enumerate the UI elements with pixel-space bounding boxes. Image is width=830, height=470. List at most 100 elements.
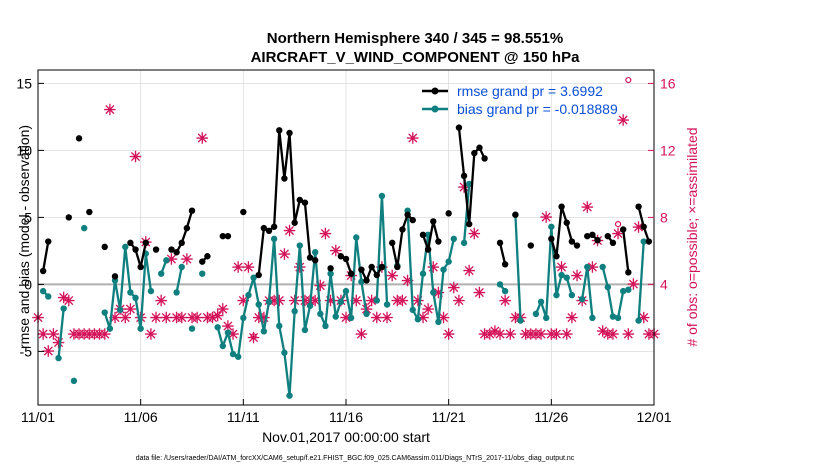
obs-assimilated-marker: ✳: [371, 310, 384, 327]
bias-point: [291, 308, 298, 315]
bias-point: [445, 258, 452, 265]
obs-assimilated-marker: ✳: [406, 131, 419, 148]
bias-point: [235, 353, 242, 360]
rmse-point: [358, 266, 365, 273]
rmse-point: [342, 255, 350, 263]
bias-point: [60, 305, 67, 312]
bias-point: [250, 274, 257, 281]
rmse-point: [455, 124, 463, 131]
bias-point: [450, 235, 457, 243]
x-tick-label: 11/16: [329, 409, 363, 425]
ticks: -5 0 5 10 15 11/01 11/06 11/11 11/16 11/21 11/26 12…: [16, 75, 675, 425]
rmse-point: [45, 238, 52, 245]
obs-assimilated-marker: ✳: [463, 263, 476, 280]
rmse-point: [306, 254, 314, 261]
obs-assimilated-marker: ✳: [519, 327, 532, 344]
bias-point: [312, 249, 319, 256]
rmse-line-segment: [129, 242, 147, 269]
bias-point: [296, 242, 303, 249]
rmse-point: [563, 219, 570, 226]
rmse-point: [337, 253, 345, 260]
rmse-point: [111, 273, 119, 280]
rmse-point: [127, 239, 134, 247]
bias-point: [568, 291, 576, 299]
obs-assimilated-marker: ✳: [52, 335, 65, 352]
bias-point: [460, 239, 468, 247]
rmse-point: [409, 216, 416, 224]
rmse-point: [204, 253, 211, 260]
rmse-line-segment: [421, 220, 440, 251]
x-axis-label: Nov.01,2017 00:00:00 start: [262, 429, 430, 445]
obs-assimilated-marker: ✳: [483, 327, 496, 344]
obs-assimilated-marker: ✳: [196, 131, 209, 148]
obs-assimilated-marker: ✳: [63, 293, 76, 310]
obs-assimilated-marker: ✳: [494, 327, 507, 344]
obs-assimilated-marker: ✳: [566, 310, 579, 327]
rmse-point: [394, 263, 401, 271]
bias-line-segment: [57, 308, 65, 359]
obs-assimilated-marker: ✳: [530, 327, 543, 344]
bias-point: [517, 317, 524, 324]
bias-point: [286, 392, 293, 399]
rmse-point: [620, 226, 627, 233]
bias-point: [229, 350, 237, 358]
chart-subtitle: AIRCRAFT_V_WIND_COMPONENT @ 150 hPa: [251, 49, 581, 66]
rmse-point: [296, 196, 303, 204]
rmse-point: [430, 218, 437, 225]
bias-point: [116, 306, 124, 314]
rmse-point: [389, 239, 396, 247]
footer-note: data file: /Users/raeder/DAI/ATM_forcXX/…: [136, 455, 575, 462]
x-tick-label: 11/21: [432, 409, 466, 425]
obs-assimilated-marker: ✳: [427, 260, 440, 277]
bias-point: [178, 263, 185, 271]
bias-point: [332, 313, 339, 320]
rmse-point: [168, 246, 175, 253]
y-tick-label: 10: [16, 142, 32, 158]
obs-assimilated-marker: ✳: [68, 327, 81, 344]
x-tick-label: 11/11: [227, 409, 260, 425]
bias-point: [219, 342, 226, 350]
rmse-point: [460, 172, 468, 180]
bias-line-segment: [175, 266, 183, 293]
obs-assimilated-marker: ✳: [42, 343, 55, 360]
rmse-point: [640, 223, 647, 230]
rmse-point: [137, 263, 144, 271]
obs-assimilated-marker: ✳: [489, 323, 502, 340]
bias-point: [322, 322, 329, 330]
obs-assimilated-marker: ✳: [155, 293, 168, 310]
bias-line-segment: [514, 214, 522, 321]
obs-assimilated-marker: ✳: [83, 327, 96, 344]
obs-assimilated-marker: ✳: [417, 310, 430, 327]
bias-point: [383, 301, 391, 308]
y-tick-label: 0: [24, 276, 32, 292]
legend-bias-label: bias grand pr = -0.018889: [457, 101, 618, 117]
obs-assimilated-marker: ✳: [365, 293, 378, 310]
obs-assimilated-marker: ✳: [355, 327, 368, 344]
obs-assimilated-marker: ✳: [499, 293, 512, 310]
rmse-point: [496, 239, 504, 247]
obs-assimilated-marker: ✳: [545, 327, 558, 344]
rmse-point: [75, 135, 83, 142]
obs-assimilated-marker: ✳: [453, 293, 466, 310]
rmse-point: [512, 211, 519, 218]
legend-rmse-marker: [431, 87, 439, 95]
bias-point: [240, 314, 247, 322]
rmse-point: [573, 242, 581, 249]
obs-assimilated-marker: ✳: [422, 302, 435, 319]
obs-assimilated-marker: ✳: [550, 327, 563, 344]
obs-assimilated-marker: ✳: [622, 327, 635, 344]
bias-point: [373, 297, 380, 304]
rmse-point: [635, 203, 642, 210]
obs-assimilated-marker: ✳: [186, 310, 199, 327]
rmse-point: [501, 261, 509, 268]
bias-point: [106, 325, 114, 332]
bias-point: [276, 322, 283, 330]
bias-point: [173, 289, 180, 296]
bias-point: [358, 278, 365, 285]
rmse-point: [548, 235, 555, 243]
obs-assimilated-marker: ✳: [175, 310, 188, 327]
rmse-point: [609, 239, 617, 247]
x-tick-label: 11/26: [534, 409, 568, 425]
bias-point: [101, 309, 108, 316]
bias-point: [414, 316, 422, 323]
